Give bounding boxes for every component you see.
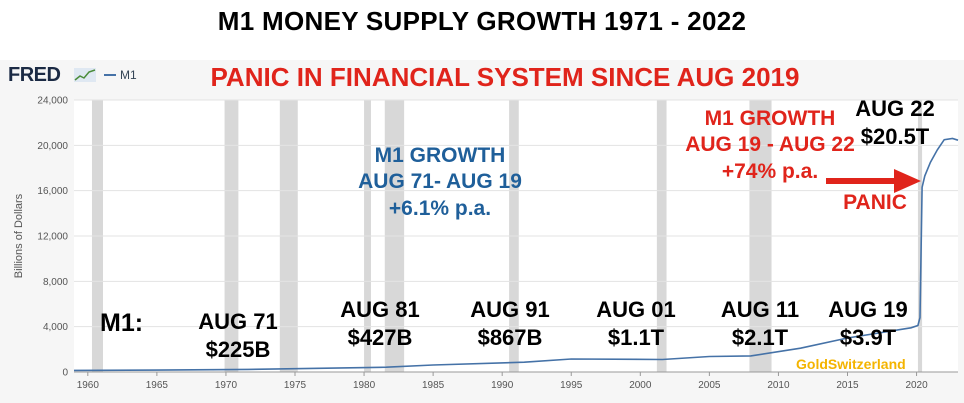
annotation-value: $3.9T <box>839 324 897 350</box>
value-annotation-aug91: AUG 91 $867B <box>450 296 570 351</box>
legend-label: M1 <box>120 68 137 82</box>
x-tick-label: 1970 <box>215 380 238 391</box>
goldswitzerland-watermark: GoldSwitzerland <box>796 356 906 372</box>
x-tick-label: 2000 <box>629 380 652 391</box>
x-tick-label: 2010 <box>767 380 790 391</box>
annotation-line: M1 GROWTH <box>374 144 506 167</box>
value-annotation-aug19: AUG 19 $3.9T <box>808 296 928 351</box>
annotation-line: AUG 71- AUG 19 <box>358 170 522 194</box>
y-tick-label: 16,000 <box>37 186 68 197</box>
x-tick-label: 1975 <box>284 380 307 391</box>
annotation-date: AUG 11 <box>720 297 800 322</box>
y-tick-label: 12,000 <box>37 232 68 243</box>
annotation-date: AUG 19 <box>828 297 908 322</box>
m1-label: M1: <box>100 309 144 337</box>
annotation-date: AUG 91 <box>470 297 550 322</box>
x-tick-label: 1990 <box>491 380 514 391</box>
annotation-value: $20.5T <box>860 123 930 149</box>
aug22-annotation: AUG 22 $20.5T <box>850 95 940 150</box>
growth-1971-2019-annotation: M1 GROWTH AUG 71- AUG 19 +6.1% p.a. <box>330 143 550 222</box>
y-tick-label: 24,000 <box>37 96 68 107</box>
x-tick-label: 1965 <box>146 380 169 391</box>
main-title: M1 MONEY SUPPLY GROWTH 1971 - 2022 <box>217 6 747 36</box>
fred-logo: FRED <box>8 64 61 86</box>
y-tick-label: 0 <box>62 368 68 379</box>
panic-headline: PANIC IN FINANCIAL SYSTEM SINCE AUG 2019 <box>210 62 800 92</box>
x-tick-label: 1980 <box>353 380 376 391</box>
x-tick-label: 1960 <box>77 380 100 391</box>
panic-arrow-icon <box>826 169 921 193</box>
value-annotation-aug01: AUG 01 $1.1T <box>576 296 696 351</box>
annotation-value: $2.1T <box>731 324 789 350</box>
fred-chart-icon <box>74 68 96 82</box>
annotation-line: M1 GROWTH <box>704 107 836 130</box>
annotation-line: AUG 19 - AUG 22 <box>685 133 855 157</box>
annotation-date: AUG 81 <box>340 297 420 322</box>
growth-2019-2022-annotation: M1 GROWTH AUG 19 - AUG 22 +74% p.a. <box>645 106 895 185</box>
annotation-date: AUG 01 <box>596 297 676 322</box>
value-annotation-aug11: AUG 11 $2.1T <box>700 296 820 351</box>
annotation-value: $867B <box>477 324 543 350</box>
series-line-m1 <box>73 137 959 372</box>
legend: M1 <box>104 68 137 82</box>
y-axis-title: Billions of Dollars <box>13 193 25 278</box>
annotation-line: +74% p.a. <box>721 159 819 183</box>
x-tick-label: 2015 <box>836 380 859 391</box>
annotation-value: $427B <box>347 324 413 350</box>
annotation-value: $1.1T <box>607 324 665 350</box>
x-tick-label: 2020 <box>905 380 928 391</box>
y-tick-label: 8,000 <box>43 277 68 288</box>
annotation-date: AUG 22 <box>855 96 935 121</box>
panic-label: PANIC <box>843 191 907 214</box>
x-tick-label: 1985 <box>422 380 445 391</box>
annotation-value: $225B <box>205 336 271 362</box>
legend-line-icon <box>104 74 116 76</box>
value-annotation-aug81: AUG 81 $427B <box>320 296 440 351</box>
annotation-line: +6.1% p.a. <box>388 196 492 220</box>
x-tick-label: 2005 <box>698 380 721 391</box>
value-annotation-aug71: AUG 71 $225B <box>178 308 298 363</box>
y-tick-label: 20,000 <box>37 141 68 152</box>
y-tick-label: 4,000 <box>43 322 68 333</box>
annotation-date: AUG 71 <box>198 309 278 334</box>
x-tick-label: 1995 <box>560 380 583 391</box>
